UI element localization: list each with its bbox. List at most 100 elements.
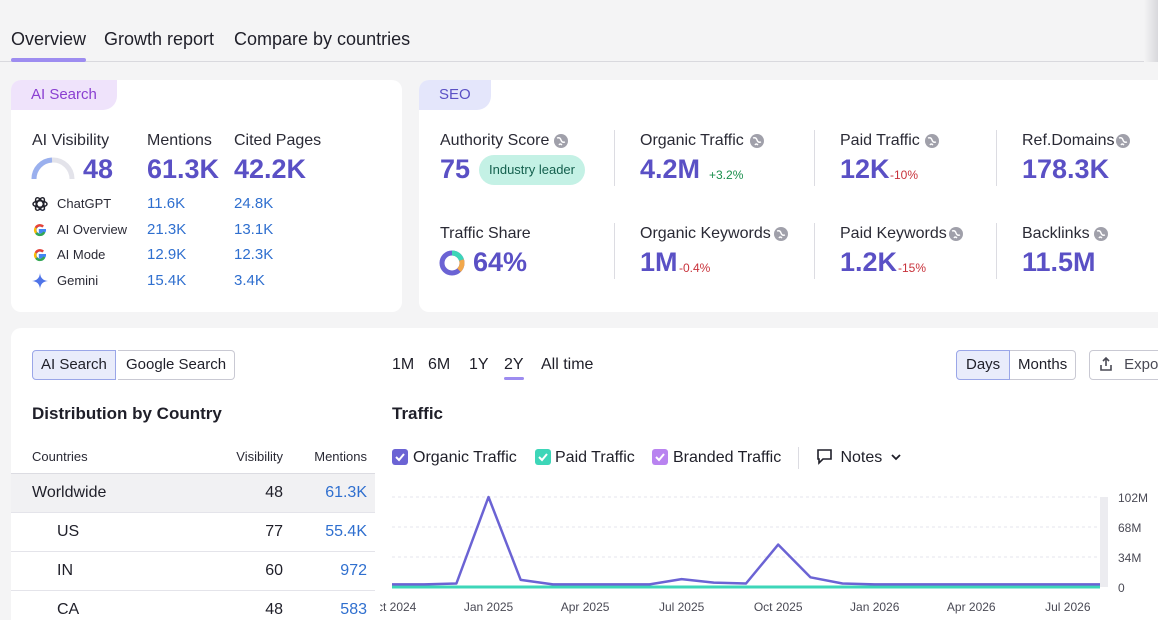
country-visibility: 60 — [205, 551, 295, 591]
divider — [614, 130, 615, 186]
x-tick-label: Jan 2025 — [464, 600, 514, 614]
chatgpt-icon — [32, 197, 48, 211]
paid-traffic-checkbox[interactable] — [535, 449, 551, 465]
toggle-google-search[interactable]: Google Search — [118, 350, 236, 380]
backlinks-value[interactable]: 11.5M — [1022, 247, 1096, 277]
engine-ai-overview-mentions[interactable]: 21.3K — [147, 221, 187, 238]
y-tick-label: 0 — [1118, 581, 1125, 595]
engine-gemini-mentions[interactable]: 15.4K — [147, 272, 187, 289]
authority-score-value: 75 — [440, 154, 471, 184]
x-tick-label: Oct 2025 — [754, 600, 803, 614]
engine-chatgpt-mentions[interactable]: 11.6K — [147, 195, 186, 212]
col-countries[interactable]: Countries — [11, 440, 205, 474]
traffic-share-donut-icon — [439, 250, 465, 276]
distribution-title: Distribution by Country — [32, 404, 222, 423]
paid-keywords-value[interactable]: 1.2K — [840, 247, 898, 277]
engine-chatgpt-cited[interactable]: 24.8K — [234, 195, 274, 212]
country-table: Countries Visibility Mentions Worldwide … — [11, 440, 375, 620]
paid-traffic-value[interactable]: 12K — [840, 154, 890, 184]
check-icon — [655, 453, 665, 462]
legend-branded-traffic[interactable]: Branded Traffic — [673, 449, 782, 466]
tab-growth-report[interactable]: Growth report — [104, 29, 215, 49]
ref-domains-value[interactable]: 178.3K — [1022, 154, 1110, 184]
ai-visibility-label: AI Visibility — [32, 132, 110, 149]
country-mentions[interactable]: 972 — [295, 551, 375, 591]
table-row[interactable]: US 77 55.4K — [11, 512, 375, 552]
legend-organic-traffic[interactable]: Organic Traffic — [413, 449, 517, 466]
divider — [614, 223, 615, 279]
export-icon — [1100, 356, 1112, 371]
table-row[interactable]: CA 48 583 — [11, 590, 375, 620]
range-1m[interactable]: 1M — [392, 356, 415, 373]
y-tick-label: 102M — [1118, 491, 1148, 505]
visibility-gauge-icon — [31, 157, 75, 180]
range-all-time[interactable]: All time — [541, 356, 594, 373]
ai-search-pill: AI Search — [11, 80, 117, 110]
toggle-ai-search[interactable]: AI Search — [32, 350, 116, 380]
engine-ai-overview-cited[interactable]: 13.1K — [234, 221, 274, 238]
granularity-months[interactable]: Months — [1010, 350, 1077, 380]
engine-ai-mode-cited[interactable]: 12.3K — [234, 246, 274, 263]
divider — [814, 223, 815, 279]
series-line-organic-traffic — [392, 495, 1100, 586]
table-row[interactable]: Worldwide 48 61.3K — [11, 473, 375, 513]
traffic-share-value: 64% — [473, 247, 528, 277]
y-tick-label: 68M — [1118, 521, 1141, 535]
seo-card: SEO Authority Score 75 Industry leader O… — [419, 80, 1158, 312]
x-tick-label: Jul 2026 — [1045, 600, 1091, 614]
country-visibility: 48 — [205, 590, 295, 620]
engine-gemini-label: Gemini — [57, 273, 99, 288]
traffic-share-label: Traffic Share — [440, 225, 531, 242]
top-tabs: Overview Growth report Compare by countr… — [0, 0, 1158, 62]
x-tick-label: Apr 2025 — [561, 600, 610, 614]
table-row[interactable]: IN 60 972 — [11, 551, 375, 591]
paid-keywords-label: Paid Keywords — [840, 225, 947, 242]
country-name: IN — [11, 551, 205, 591]
country-mentions[interactable]: 61.3K — [295, 473, 375, 513]
globe-icon — [949, 227, 963, 241]
paid-keywords-delta: -15% — [898, 261, 927, 275]
notes-label: Notes — [840, 449, 883, 466]
divider — [996, 223, 997, 279]
range-2y[interactable]: 2Y — [504, 356, 524, 373]
organic-keywords-value[interactable]: 1M — [640, 247, 678, 277]
organic-traffic-checkbox[interactable] — [392, 449, 408, 465]
cited-pages-value: 42.2K — [234, 154, 307, 184]
organic-keywords-label: Organic Keywords — [640, 225, 771, 242]
tab-overview[interactable]: Overview — [11, 29, 87, 62]
organic-keywords-delta: -0.4% — [679, 261, 711, 275]
chevron-down-icon — [891, 454, 901, 461]
legend-paid-traffic[interactable]: Paid Traffic — [555, 449, 635, 466]
export-button[interactable]: Expo — [1089, 350, 1158, 380]
range-6m[interactable]: 6M — [428, 356, 451, 373]
organic-traffic-value[interactable]: 4.2M — [640, 154, 701, 184]
country-mentions[interactable]: 55.4K — [295, 512, 375, 552]
country-name: US — [11, 512, 205, 552]
globe-icon — [1094, 227, 1108, 241]
engine-ai-overview-label: AI Overview — [57, 222, 128, 237]
paid-traffic-label: Paid Traffic — [840, 132, 920, 149]
granularity-days[interactable]: Days — [956, 350, 1011, 380]
google-icon — [33, 224, 47, 237]
col-mentions[interactable]: Mentions — [295, 440, 375, 474]
globe-icon — [925, 134, 939, 148]
tab-compare-by-countries[interactable]: Compare by countries — [234, 29, 411, 49]
range-selected-underline — [504, 377, 524, 380]
table-header-row: Countries Visibility Mentions — [11, 440, 375, 474]
check-icon — [395, 453, 405, 462]
engine-gemini-cited[interactable]: 3.4K — [234, 272, 265, 289]
col-visibility[interactable]: Visibility — [205, 440, 295, 474]
notes-dropdown[interactable]: Notes — [816, 448, 902, 468]
backlinks-label: Backlinks — [1022, 225, 1090, 242]
country-mentions[interactable]: 583 — [295, 590, 375, 620]
mentions-label: Mentions — [147, 132, 212, 149]
ai-visibility-value: 48 — [83, 154, 114, 184]
range-1y[interactable]: 1Y — [469, 356, 489, 373]
organic-traffic-label: Organic Traffic — [640, 132, 744, 149]
engine-chatgpt-label: ChatGPT — [57, 196, 112, 211]
industry-leader-badge: Industry leader — [479, 155, 585, 185]
check-icon — [538, 453, 548, 462]
x-tick-label: Jul 2025 — [659, 600, 705, 614]
engine-ai-mode-mentions[interactable]: 12.9K — [147, 246, 187, 263]
branded-traffic-checkbox[interactable] — [652, 449, 668, 465]
